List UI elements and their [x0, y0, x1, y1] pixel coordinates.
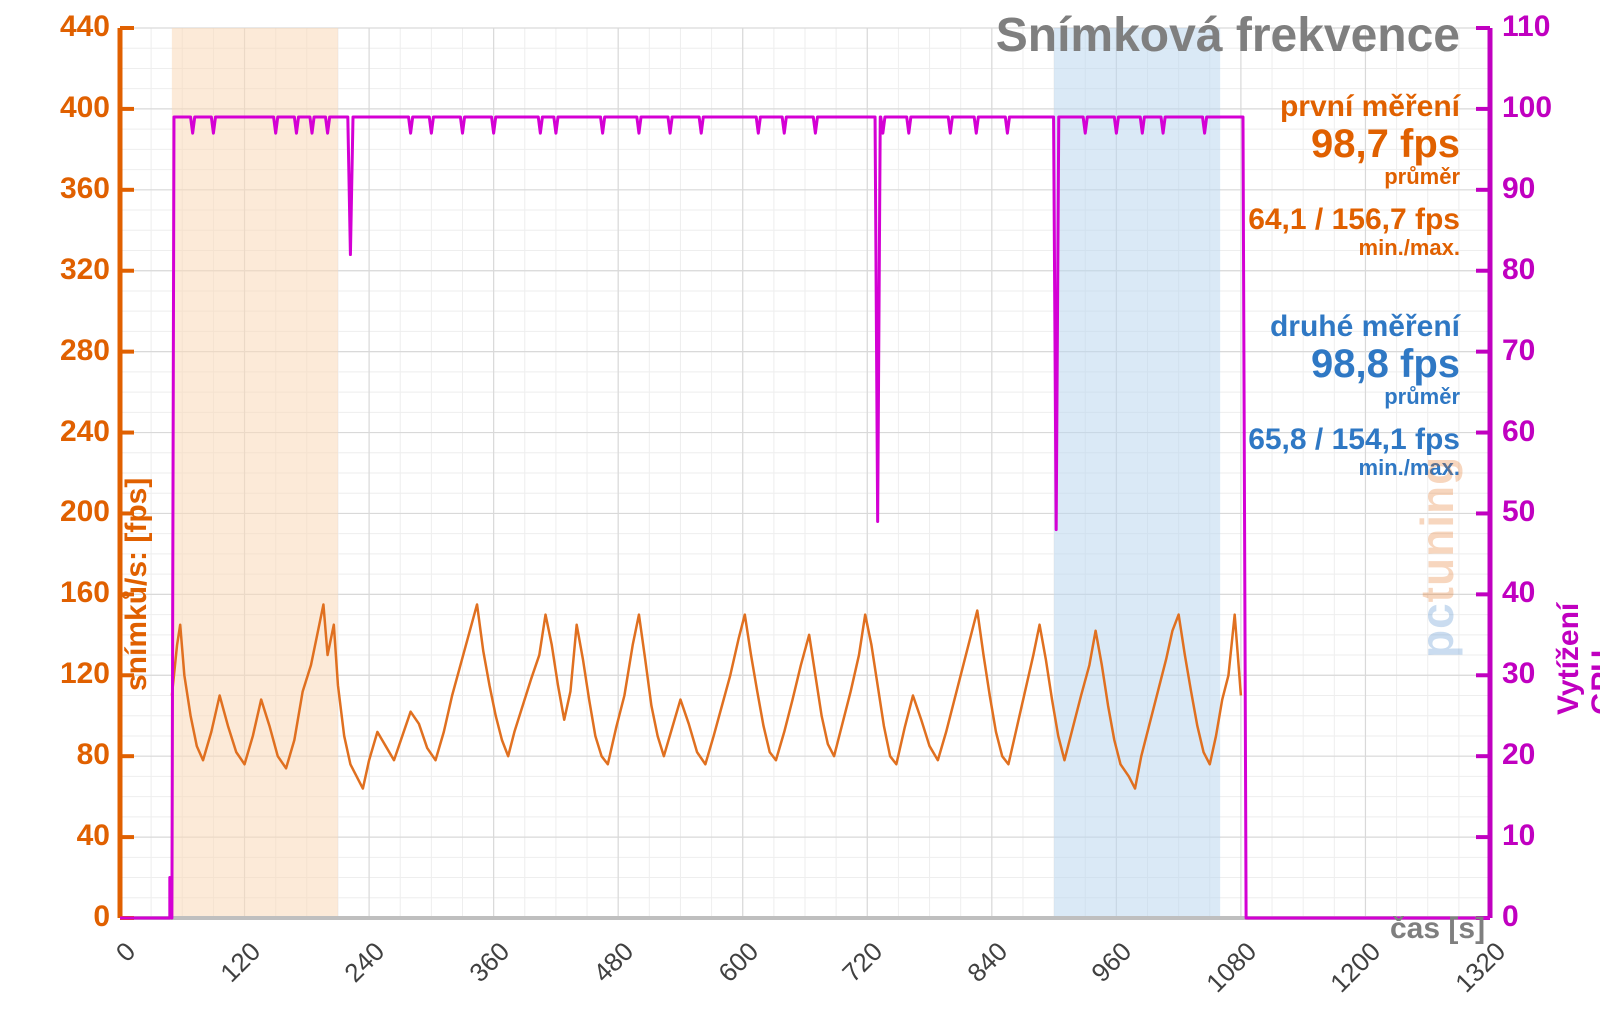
run2-annotation: druhé měření98,8 fpsprůměr 65,8 / 154,1 f…: [1248, 310, 1460, 480]
y-right-tick: 60: [1502, 415, 1582, 449]
y-left-tick: 440: [40, 10, 110, 44]
y-left-tick: 120: [40, 657, 110, 691]
y-right-tick: 10: [1502, 819, 1582, 853]
x-label: čas [s]: [1390, 912, 1485, 946]
highlight-band: [1054, 28, 1220, 918]
logo-part1: pc: [1411, 602, 1463, 658]
run1-annotation-sub2: min./max.: [1248, 236, 1460, 260]
run1-annotation-header: první měření: [1248, 90, 1460, 123]
run1-annotation: první měření98,7 fpsprůměr 64,1 / 156,7 f…: [1248, 90, 1460, 260]
run1-annotation-line2: 64,1 / 156,7 fps: [1248, 203, 1460, 236]
y-left-tick: 0: [40, 900, 110, 934]
y-left-tick: 320: [40, 253, 110, 287]
y-left-tick: 360: [40, 172, 110, 206]
y-right-tick: 20: [1502, 738, 1582, 772]
run1-annotation-value: 98,7 fps: [1248, 123, 1460, 165]
chart-title: Snímková frekvence: [996, 8, 1460, 63]
chart-root: Snímková frekvence0408012016020024028032…: [0, 0, 1600, 1009]
run1-annotation-sub1: průměr: [1248, 165, 1460, 189]
y-right-tick: 70: [1502, 334, 1582, 368]
y-right-label: Vytížení GPU [%]: [1552, 603, 1600, 715]
y-right-tick: 0: [1502, 900, 1582, 934]
y-right-tick: 100: [1502, 91, 1582, 125]
run2-annotation-sub1: průměr: [1248, 385, 1460, 409]
y-left-tick: 40: [40, 819, 110, 853]
y-right-tick: 50: [1502, 495, 1582, 529]
run2-annotation-value: 98,8 fps: [1248, 343, 1460, 385]
highlight-band: [172, 28, 338, 918]
logo-part2: tuning: [1411, 456, 1463, 603]
y-left-tick: 240: [40, 415, 110, 449]
run2-annotation-line2: 65,8 / 154,1 fps: [1248, 423, 1460, 456]
watermark-logo: pctuning: [1410, 456, 1464, 658]
y-left-tick: 160: [40, 576, 110, 610]
y-left-label: snímků/s: [fps]: [120, 477, 154, 690]
y-right-tick: 110: [1502, 10, 1582, 44]
y-left-tick: 280: [40, 334, 110, 368]
run2-annotation-header: druhé měření: [1248, 310, 1460, 343]
y-left-tick: 200: [40, 495, 110, 529]
y-left-tick: 400: [40, 91, 110, 125]
y-left-tick: 80: [40, 738, 110, 772]
y-right-tick: 90: [1502, 172, 1582, 206]
y-right-tick: 80: [1502, 253, 1582, 287]
